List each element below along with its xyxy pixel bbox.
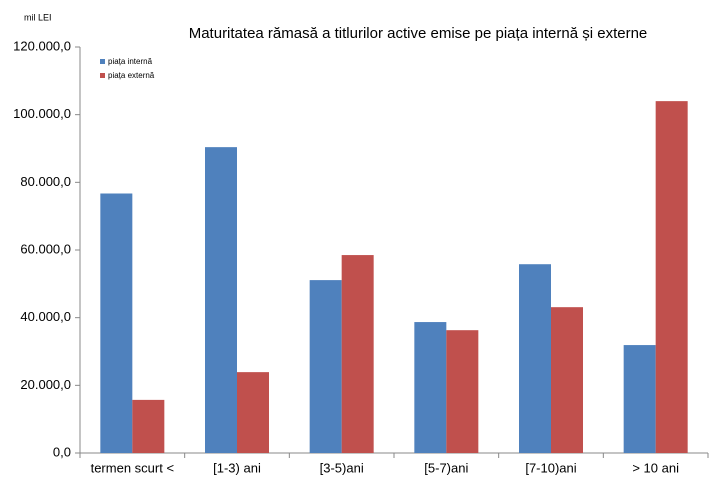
x-tick-label: > 10 ani [632, 460, 679, 475]
x-tick-label: termen scurt < [91, 460, 174, 475]
y-tick-label: 120.000,0 [13, 38, 71, 53]
y-tick-label: 0,0 [53, 444, 71, 459]
y-axis-label: mil LEI [24, 12, 52, 22]
chart-title: Maturitatea rămasă a titlurilor active e… [189, 25, 648, 42]
bar [623, 345, 656, 453]
bar [309, 280, 342, 453]
x-tick-label: [3-5)ani [320, 460, 364, 475]
y-tick-label: 60.000,0 [20, 241, 71, 256]
bar [100, 193, 133, 453]
bar [132, 399, 165, 453]
bar [414, 322, 447, 453]
bar [551, 307, 583, 453]
y-tick-label: 100.000,0 [13, 106, 71, 121]
bar [446, 330, 479, 453]
legend-swatch [100, 59, 105, 64]
bar [237, 372, 269, 453]
y-tick-label: 40.000,0 [20, 309, 71, 324]
x-tick-label: [7-10)ani [525, 460, 576, 475]
bar [519, 264, 551, 453]
legend-label: piața externă [108, 71, 155, 80]
legend-label: piața internă [108, 57, 153, 66]
legend-swatch [100, 73, 105, 78]
bar [341, 255, 374, 453]
y-tick-label: 80.000,0 [20, 174, 71, 189]
x-tick-label: [5-7)ani [424, 460, 468, 475]
bar [205, 147, 237, 453]
y-tick-label: 20.000,0 [20, 377, 71, 392]
x-tick-label: [1-3) ani [213, 460, 261, 475]
bar [655, 101, 688, 453]
